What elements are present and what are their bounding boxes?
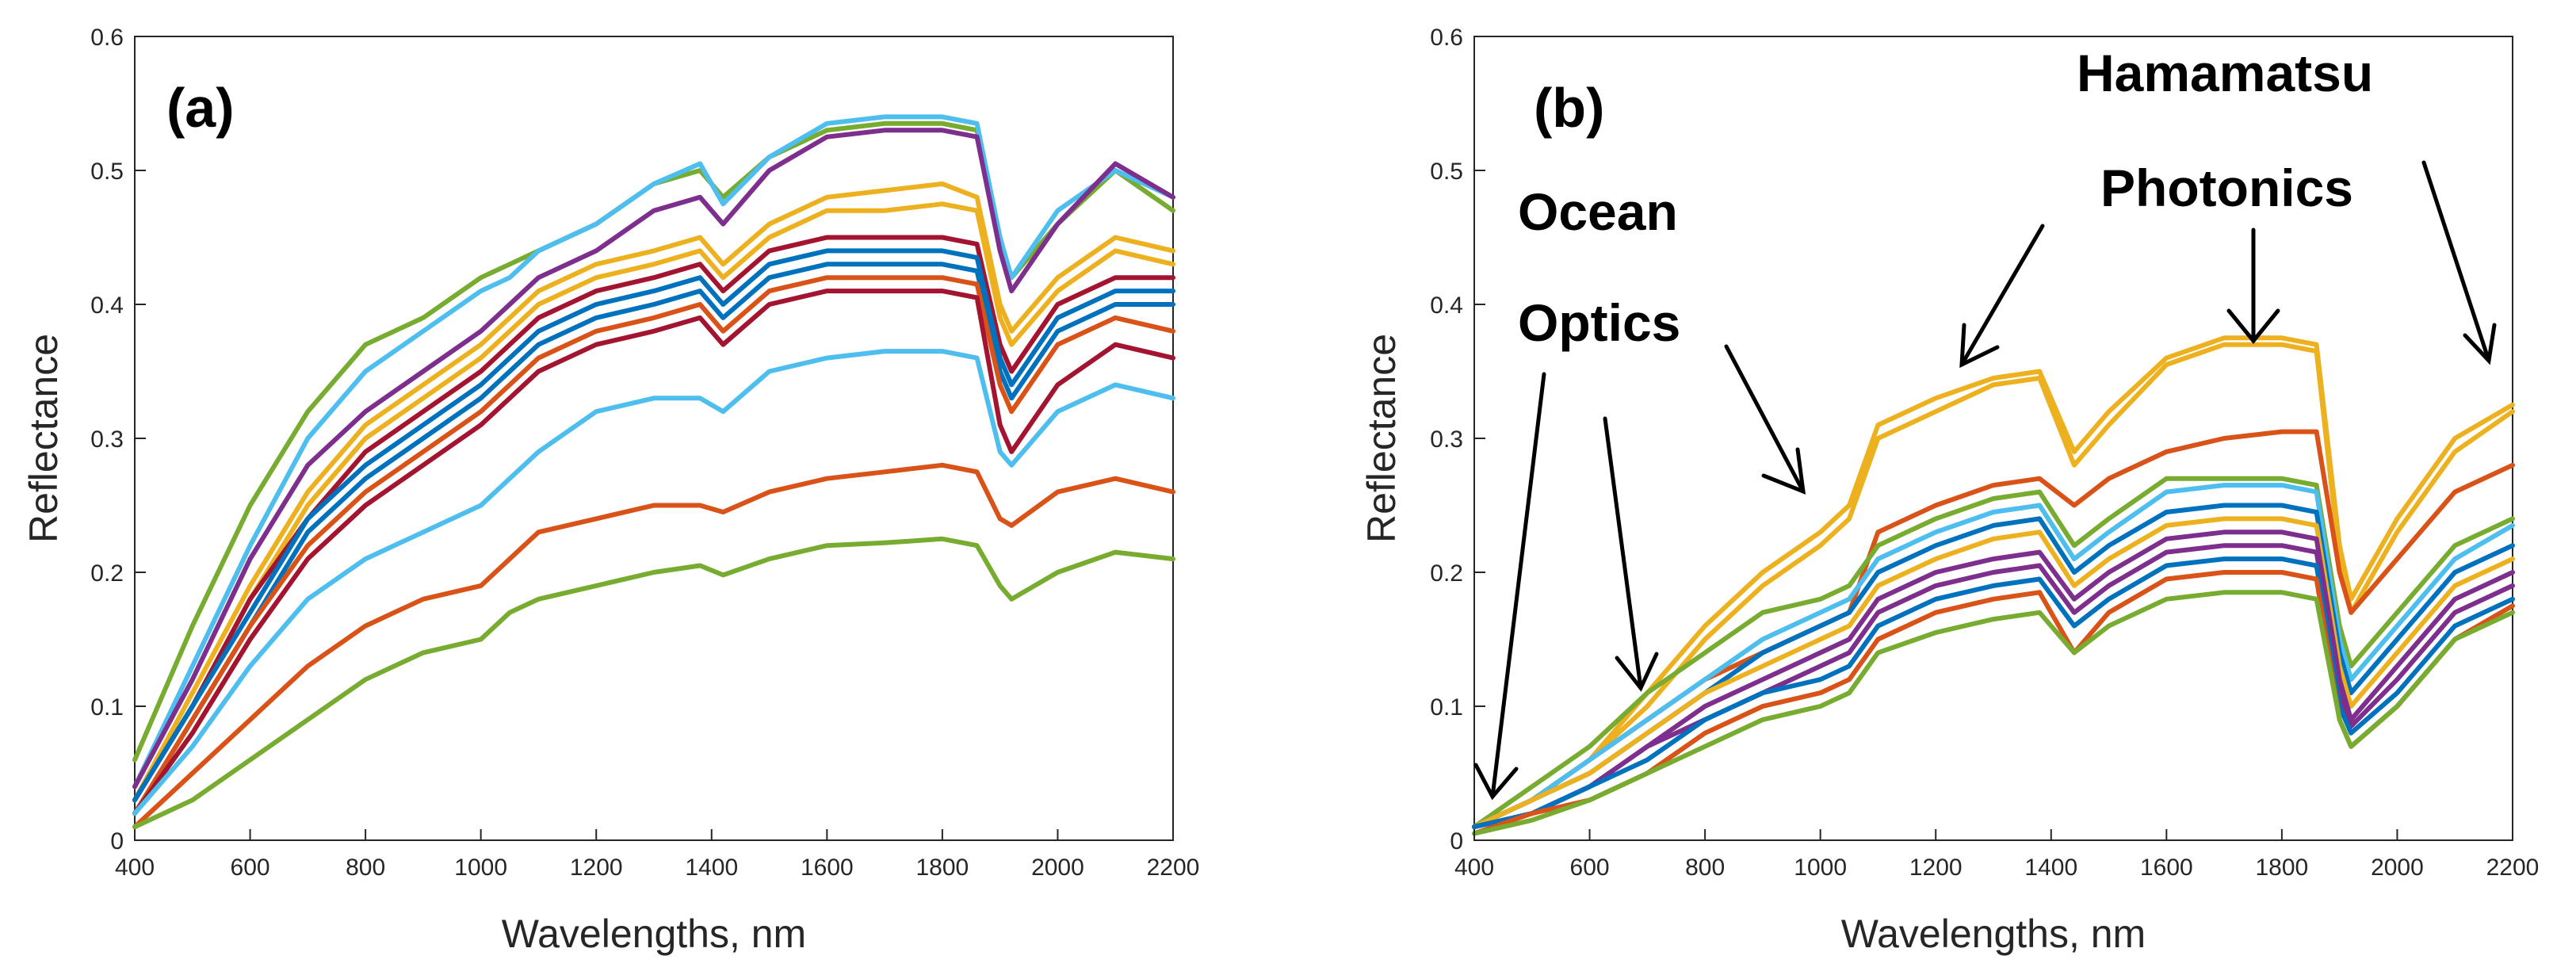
series-line-a-11 (132, 349, 1175, 816)
arrow-hamamatsu-2 (2226, 228, 2280, 344)
xtick-label-a-1000: 1000 (454, 855, 507, 881)
panel-label-b: (b) (1534, 77, 1604, 139)
arrow-hamamatsu-1 (1959, 224, 2045, 369)
series-line-a-13 (132, 536, 1175, 830)
xtick-label-a-1200: 1200 (570, 855, 623, 881)
xtick-label-b-1000: 1000 (1794, 855, 1847, 881)
ytick-label-b-0.6: 0.6 (1430, 25, 1463, 51)
series-group-a (132, 114, 1175, 830)
xtick-label-b-400: 400 (1454, 855, 1494, 881)
series-group-b (1472, 335, 2515, 836)
xtick-label-b-2000: 2000 (2371, 855, 2424, 881)
series-line-b-5 (1472, 483, 2515, 830)
ytick-label-b-0.5: 0.5 (1430, 159, 1463, 185)
xlabel-b: Wavelengths, nm (1841, 912, 2146, 956)
xtick-label-a-2200: 2200 (1147, 855, 1200, 881)
series-line-a-2 (132, 114, 1175, 790)
annotation-hamamatsu: Hamamatsu (2077, 44, 2373, 102)
xtick-label-b-1400: 1400 (2024, 855, 2077, 881)
xtick-label-b-2200: 2200 (2486, 855, 2540, 881)
panel-a: 400 600 800 1000 1200 1400 1600 1800 2000 2200 0 0.… (21, 25, 1199, 956)
series-line-a-4 (132, 181, 1175, 803)
panel-b: 400 600 800 1000 1200 1400 1600 1800 2000 2200 0 0.… (1359, 25, 2539, 956)
series-line-b-10 (1472, 556, 2515, 830)
ytick-label-a-0.1: 0.1 (90, 694, 124, 721)
series-line-b-12 (1472, 590, 2515, 836)
ytick-label-b-0.4: 0.4 (1430, 292, 1463, 319)
series-line-a-3 (132, 128, 1175, 790)
series-line-a-7 (132, 248, 1175, 803)
xtick-label-a-1600: 1600 (801, 855, 854, 881)
series-line-a-6 (132, 235, 1175, 803)
arrow-hamamatsu-3 (2421, 160, 2497, 365)
ytick-label-b-0.3: 0.3 (1430, 426, 1463, 453)
arrow-ocean-3 (1724, 344, 1806, 495)
xtick-label-a-800: 800 (346, 855, 385, 881)
ylabel-b: Reflectance (1359, 334, 1404, 543)
series-line-b-9 (1472, 543, 2515, 830)
ylabel-a: Reflectance (21, 334, 66, 543)
xlabel-a: Wavelengths, nm (502, 912, 806, 956)
xtick-label-b-1200: 1200 (1909, 855, 1963, 881)
series-line-b-8 (1472, 530, 2515, 830)
series-line-a-8 (132, 262, 1175, 816)
arrow-ocean-2 (1603, 416, 1659, 692)
series-line-a-10 (132, 289, 1175, 816)
series-line-b-4 (1472, 476, 2515, 830)
xtick-label-b-600: 600 (1570, 855, 1610, 881)
ticks-group-a: 400 600 800 1000 1200 1400 1600 1800 2000 2200 0 0.… (90, 25, 1199, 881)
ticks-group-b: 400 600 800 1000 1200 1400 1600 1800 2000 2200 0 0.… (1430, 25, 2539, 881)
series-line-a-12 (132, 462, 1175, 830)
xtick-label-b-1600: 1600 (2140, 855, 2193, 881)
series-line-a-5 (132, 201, 1175, 803)
ytick-label-a-0.4: 0.4 (90, 292, 124, 319)
ytick-label-a-0.5: 0.5 (90, 159, 124, 185)
panel-label-a: (a) (166, 77, 235, 139)
series-line-a-9 (132, 275, 1175, 816)
series-line-b-1 (1472, 335, 2515, 830)
ytick-label-a-0: 0 (110, 828, 124, 855)
xtick-label-a-400: 400 (115, 855, 155, 881)
series-line-b-7 (1472, 516, 2515, 830)
xtick-label-a-1400: 1400 (685, 855, 738, 881)
series-line-b-2 (1472, 342, 2515, 830)
xtick-label-b-1800: 1800 (2256, 855, 2309, 881)
annotation-photonics: Photonics (2100, 159, 2353, 217)
ytick-label-b-0.2: 0.2 (1430, 560, 1463, 587)
ytick-label-b-0.1: 0.1 (1430, 694, 1463, 721)
annotation-ocean: Ocean (1518, 182, 1678, 241)
ytick-label-a-0.6: 0.6 (90, 25, 124, 51)
xtick-label-b-800: 800 (1685, 855, 1725, 881)
annotation-optics: Optics (1518, 293, 1680, 352)
ytick-label-a-0.2: 0.2 (90, 560, 124, 587)
xtick-label-a-600: 600 (231, 855, 270, 881)
arrow-ocean-1 (1473, 372, 1546, 801)
xtick-label-a-1800: 1800 (916, 855, 969, 881)
ytick-label-a-0.3: 0.3 (90, 426, 124, 453)
ytick-label-b-0: 0 (1450, 828, 1463, 855)
xtick-label-a-2000: 2000 (1031, 855, 1084, 881)
